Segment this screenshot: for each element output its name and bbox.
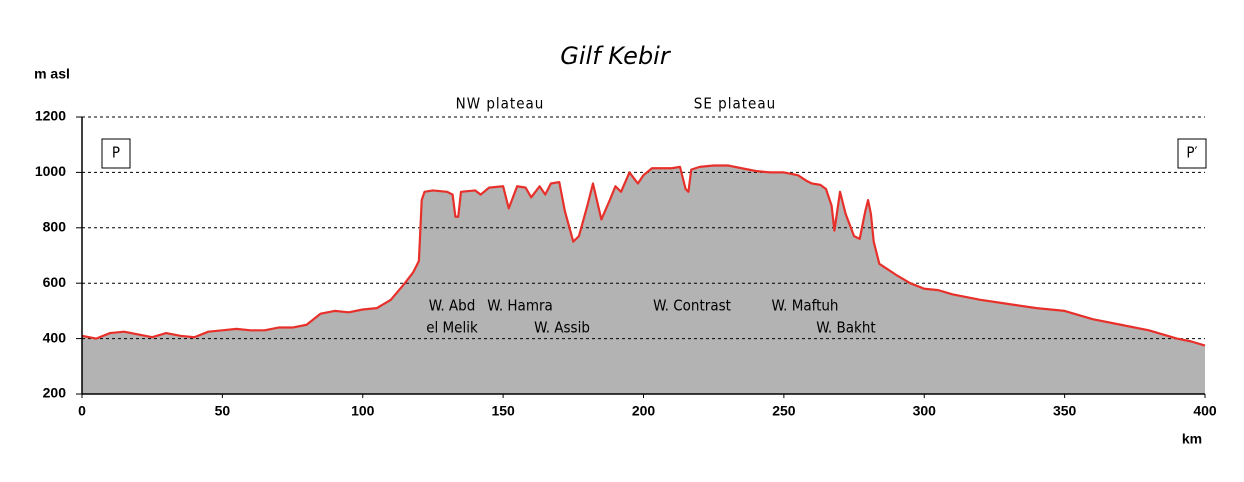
- profile-line: [81, 164, 1206, 347]
- y-tick-label: 400: [43, 329, 67, 345]
- annotation: NW plateau: [456, 95, 545, 113]
- chart-title: Gilf Kebir: [560, 42, 672, 70]
- x-tick-label: 400: [1193, 403, 1217, 419]
- annotation: SE plateau: [694, 95, 776, 113]
- y-tick-label: 800: [43, 219, 67, 235]
- annotation: W. Abd: [429, 297, 476, 315]
- y-tick-label: 1200: [35, 108, 66, 124]
- annotation: W. Assib: [534, 319, 590, 337]
- annotation: P′: [1186, 144, 1197, 162]
- x-tick-label: 350: [1053, 403, 1077, 419]
- area: [82, 165, 1205, 394]
- x-tick-label: 250: [772, 403, 796, 419]
- x-tick-label: 200: [632, 403, 656, 419]
- annotation: W. Hamra: [487, 297, 553, 315]
- marker-box: [1177, 138, 1207, 169]
- y-axis-label: m asl: [34, 66, 70, 82]
- annotation: W. Contrast: [653, 297, 731, 315]
- annotation: W. Bakht: [816, 319, 875, 337]
- annotation: el Melik: [426, 319, 478, 337]
- x-tick-label: 300: [913, 403, 937, 419]
- marker-box: [101, 138, 131, 169]
- annotation: P: [112, 144, 120, 162]
- x-tick-label: 100: [351, 403, 375, 419]
- x-axis-label: km: [1182, 431, 1202, 447]
- y-tick-label: 1000: [35, 163, 66, 179]
- annotation: W. Maftuh: [772, 297, 839, 315]
- x-tick-label: 150: [491, 403, 515, 419]
- x-tick-label: 0: [78, 403, 86, 419]
- y-tick-label: 600: [43, 274, 67, 290]
- x-tick-label: 50: [215, 403, 231, 419]
- y-tick-label: 200: [43, 385, 67, 401]
